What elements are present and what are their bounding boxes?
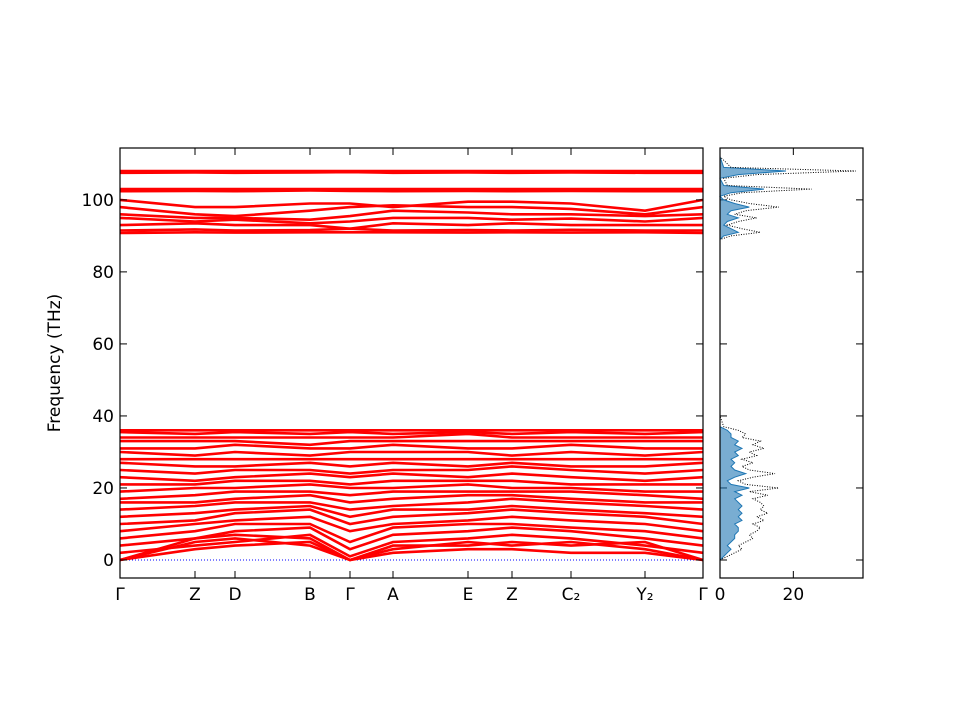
y-tick-label: 60 <box>92 335 114 355</box>
x-tick-label: 0 <box>715 585 726 605</box>
band-line <box>119 540 704 562</box>
band-line <box>119 465 704 475</box>
band-line <box>119 522 704 544</box>
band-line <box>119 490 704 501</box>
band-line <box>119 221 703 231</box>
x-tick-label: Γ <box>698 585 708 605</box>
band-line <box>119 533 704 558</box>
x-tick-label: Γ <box>345 585 355 605</box>
band-line <box>120 439 703 447</box>
band-line <box>119 230 704 235</box>
y-axis-label: Frequency (THz) <box>45 294 65 433</box>
x-tick-label: Z <box>506 585 518 605</box>
band-line <box>119 189 703 193</box>
band-line <box>119 472 704 483</box>
plot-frame <box>719 147 864 579</box>
band-line <box>119 170 703 175</box>
band-line <box>119 508 704 526</box>
band-line <box>120 479 703 486</box>
x-tick-label: Y₂ <box>635 585 653 605</box>
y-tick-label: 100 <box>82 191 114 211</box>
band-line <box>119 461 704 468</box>
y-tick-label: 0 <box>103 551 114 571</box>
band-line <box>120 432 703 439</box>
band-line <box>119 504 704 519</box>
x-tick-label: B <box>304 585 316 605</box>
band-line <box>119 216 704 225</box>
dos-line <box>719 156 787 561</box>
band-line <box>119 526 704 551</box>
band-line <box>120 493 703 504</box>
plot-frame <box>119 147 704 579</box>
x-tick-label: D <box>228 585 241 605</box>
y-tick-label: 80 <box>92 263 114 283</box>
band-line <box>119 515 704 533</box>
x-tick-label: Z <box>189 585 201 605</box>
x-tick-label: Γ <box>115 585 125 605</box>
x-tick-label: E <box>463 585 474 605</box>
band-line <box>119 227 703 232</box>
x-tick-label: A <box>387 585 399 605</box>
y-tick-label: 20 <box>92 479 114 499</box>
band-line <box>119 497 704 511</box>
band-line <box>119 483 703 493</box>
band-line <box>119 209 704 222</box>
band-line <box>119 198 704 213</box>
band-line <box>119 533 704 562</box>
dos-line <box>719 156 856 561</box>
band-line <box>120 443 703 450</box>
band-line <box>119 203 704 218</box>
y-tick-label: 40 <box>92 407 114 427</box>
band-line <box>119 430 704 436</box>
x-tick-label: 20 <box>783 585 805 605</box>
band-line <box>119 450 704 457</box>
x-tick-label: C₂ <box>562 585 581 605</box>
